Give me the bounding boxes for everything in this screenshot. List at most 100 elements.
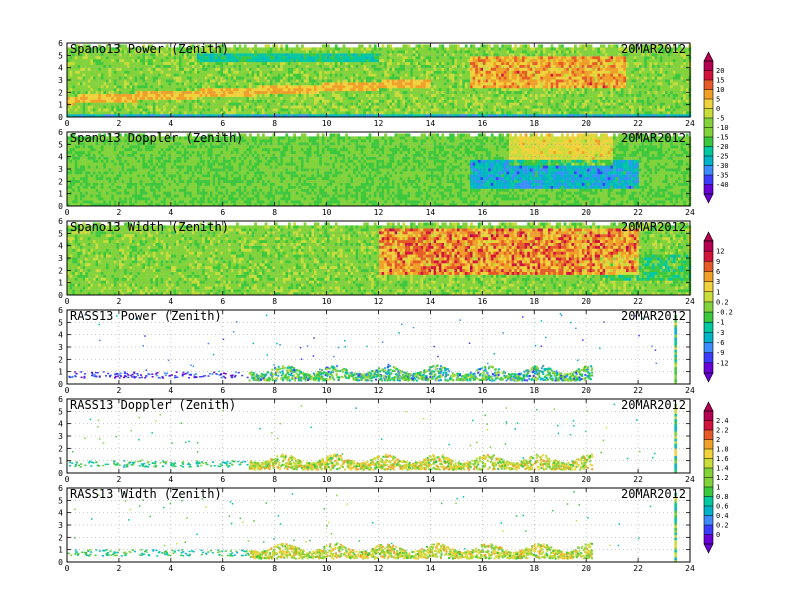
x-tick-label: 18: [529, 564, 539, 573]
y-tick-label: 4: [58, 242, 63, 251]
x-tick-label: 24: [685, 208, 695, 217]
y-tick-label: 3: [58, 76, 63, 85]
x-tick-label: 4: [168, 297, 173, 306]
x-tick-label: 8: [272, 119, 277, 128]
panel-date: 20MAR2012: [621, 220, 686, 234]
y-tick-label: 5: [58, 318, 63, 327]
panel-date: 20MAR2012: [621, 398, 686, 412]
colorbar-tick-label: 20: [716, 67, 724, 75]
x-tick-label: 16: [478, 208, 488, 217]
x-tick-label: 20: [581, 297, 591, 306]
x-tick-label: 20: [581, 564, 591, 573]
colorbar-tick-label: 6: [716, 268, 720, 276]
x-tick-label: 4: [168, 386, 173, 395]
colorbar-tick-label: 2.2: [716, 427, 729, 435]
x-tick-label: 12: [374, 119, 384, 128]
y-tick-label: 2: [58, 88, 63, 97]
x-tick-label: 6: [220, 564, 225, 573]
panel-title: RASS13 Width (Zenith): [70, 487, 222, 501]
y-tick-label: 3: [58, 432, 63, 441]
x-tick-label: 0: [65, 297, 70, 306]
x-tick-label: 20: [581, 386, 591, 395]
colorbar-tick-label: 10: [716, 86, 724, 94]
colorbar-lower-arrow: [703, 372, 714, 383]
colorbar-tick-label: -30: [716, 162, 729, 170]
y-tick-label: 1: [58, 546, 63, 555]
y-tick-label: 5: [58, 496, 63, 505]
x-tick-label: 24: [685, 564, 695, 573]
x-tick-label: 16: [478, 386, 488, 395]
colorbar-tick-label: 2: [716, 436, 720, 444]
y-tick-label: 6: [58, 306, 63, 315]
x-tick-label: 6: [220, 208, 225, 217]
y-tick-label: 1: [58, 279, 63, 288]
x-tick-label: 4: [168, 475, 173, 484]
y-tick-label: 4: [58, 331, 63, 340]
x-tick-label: 6: [220, 297, 225, 306]
x-tick-label: 2: [117, 119, 122, 128]
x-tick-label: 24: [685, 297, 695, 306]
colorbar-tick-label: 1.2: [716, 474, 729, 482]
colorbar-tick-label: 1.6: [716, 455, 729, 463]
x-tick-label: 0: [65, 119, 70, 128]
x-tick-label: 0: [65, 475, 70, 484]
x-tick-label: 18: [529, 475, 539, 484]
x-tick-label: 12: [374, 475, 384, 484]
x-tick-label: 2: [117, 475, 122, 484]
colorbar-tick-label: 0.8: [716, 493, 729, 501]
colorbar-tick-label: -6: [716, 339, 724, 347]
x-tick-label: 6: [220, 119, 225, 128]
x-tick-label: 0: [65, 564, 70, 573]
colorbar-tick-label: 1: [716, 484, 720, 492]
colorbar-tick-label: 3: [716, 278, 720, 286]
colorbar-5: 2.4 2.22 1.81.6 1.41.2 10.8 0.60.4 0.20: [703, 401, 729, 554]
x-tick-label: 0: [65, 386, 70, 395]
x-tick-label: 10: [322, 564, 332, 573]
colorbar-tick-label: -25: [716, 153, 729, 161]
colorbar-tick-label: 5: [716, 96, 720, 104]
colorbar-tick-label: 1.4: [716, 465, 729, 473]
y-tick-label: 0: [58, 113, 63, 122]
y-tick-label: 3: [58, 343, 63, 352]
x-tick-label: 22: [633, 208, 643, 217]
y-tick-label: 4: [58, 420, 63, 429]
x-tick-label: 12: [374, 564, 384, 573]
y-tick-label: 0: [58, 380, 63, 389]
colorbar-tick-label: -10: [716, 124, 729, 132]
x-tick-label: 8: [272, 297, 277, 306]
panel-date: 20MAR2012: [621, 309, 686, 323]
x-tick-label: 16: [478, 564, 488, 573]
colorbar-tick-label: 12: [716, 248, 724, 256]
x-tick-label: 4: [168, 208, 173, 217]
x-tick-label: 22: [633, 564, 643, 573]
x-tick-label: 18: [529, 119, 539, 128]
y-tick-label: 4: [58, 64, 63, 73]
x-tick-label: 4: [168, 119, 173, 128]
x-tick-label: 14: [426, 564, 436, 573]
x-tick-label: 14: [426, 475, 436, 484]
x-tick-label: 10: [322, 386, 332, 395]
x-tick-label: 14: [426, 208, 436, 217]
x-tick-label: 10: [322, 119, 332, 128]
y-tick-label: 4: [58, 509, 63, 518]
colorbar-tick-label: -1: [716, 319, 724, 327]
y-tick-label: 5: [58, 140, 63, 149]
x-tick-label: 20: [581, 475, 591, 484]
x-tick-label: 18: [529, 208, 539, 217]
y-tick-label: 1: [58, 457, 63, 466]
x-tick-label: 16: [478, 475, 488, 484]
colorbar-tick-label: 1: [716, 288, 720, 296]
panel-date: 20MAR2012: [621, 487, 686, 501]
colorbar-tick-label: -0.2: [716, 309, 733, 317]
x-tick-label: 10: [322, 297, 332, 306]
x-tick-label: 24: [685, 475, 695, 484]
x-tick-label: 24: [685, 386, 695, 395]
x-tick-label: 4: [168, 564, 173, 573]
y-tick-label: 2: [58, 177, 63, 186]
